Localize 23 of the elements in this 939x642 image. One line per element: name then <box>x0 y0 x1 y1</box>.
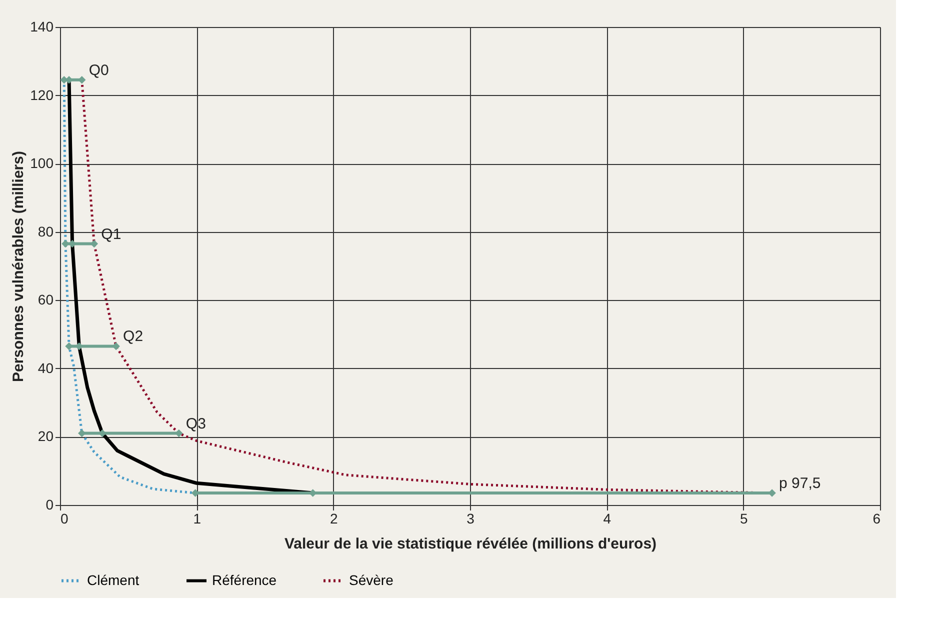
legend-label: Clément <box>87 572 140 588</box>
y-tick-label: 40 <box>38 360 54 376</box>
x-tick-label: 3 <box>466 510 475 526</box>
y-tick-label: 80 <box>38 223 54 240</box>
y-tick-label: 0 <box>46 496 54 512</box>
annotation: p 97,5 <box>779 475 821 492</box>
x-axis-title: Valeur de la vie statistique révélée (millions d'euros) <box>284 536 657 552</box>
y-axis-title: Personnes vulnérables (milliers) <box>10 151 28 382</box>
x-tick-label: 1 <box>193 510 202 526</box>
y-tick-label: 60 <box>38 292 54 308</box>
y-tick-label: 120 <box>30 86 54 103</box>
x-tick-label: 0 <box>60 510 68 526</box>
x-tick-label: 4 <box>603 510 612 526</box>
y-tick-label: 140 <box>30 18 54 34</box>
legend-label: Référence <box>212 572 277 588</box>
legend-label: Sévère <box>349 572 394 588</box>
annotation: Q2 <box>123 328 144 346</box>
y-tick-label: 20 <box>38 428 54 444</box>
annotation: Q0 <box>88 62 109 79</box>
x-tick-label: 6 <box>872 510 881 526</box>
y-tick-label: 100 <box>30 155 54 172</box>
x-tick-label: 5 <box>740 510 748 526</box>
x-tick-label: 2 <box>330 510 338 526</box>
